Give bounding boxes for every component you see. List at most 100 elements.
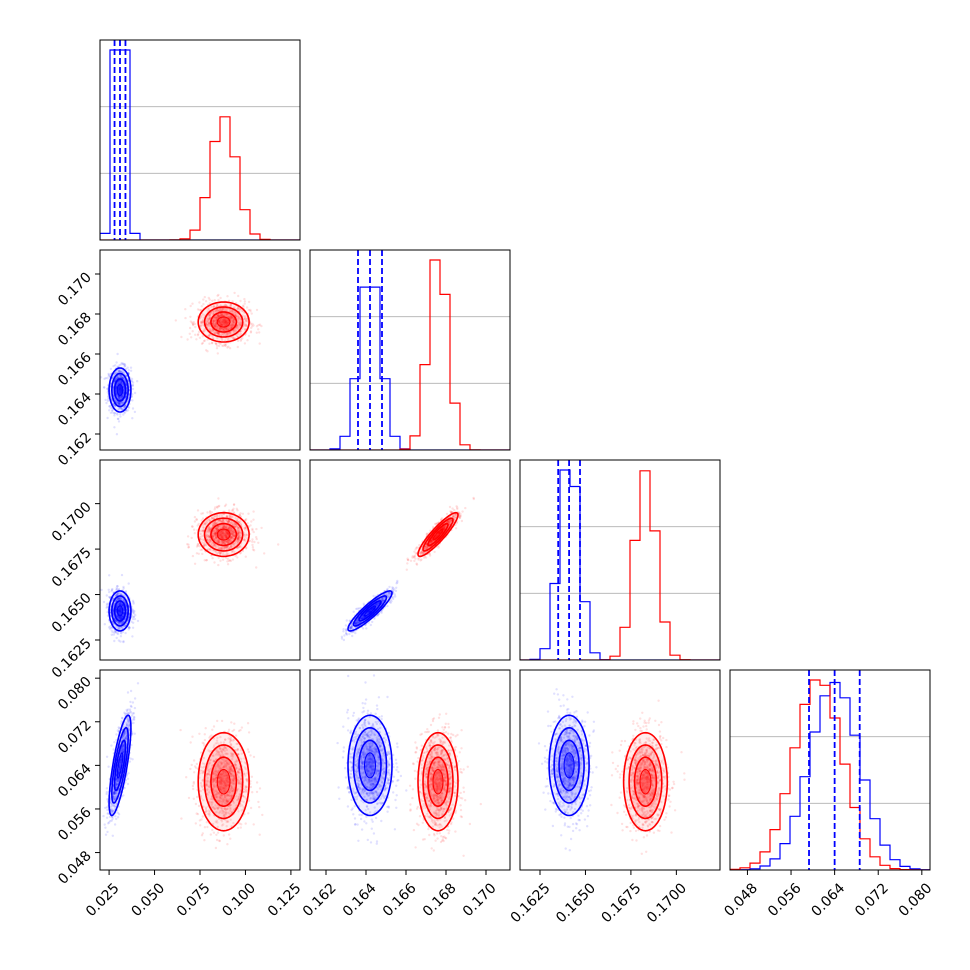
scatter-point — [241, 337, 244, 340]
scatter-point — [207, 527, 210, 530]
scatter-point — [224, 526, 227, 529]
scatter-point — [250, 520, 253, 523]
scatter-point — [224, 534, 227, 538]
scatter-point — [206, 321, 209, 324]
scatter-point — [238, 529, 241, 532]
scatter-point — [227, 519, 230, 522]
scatter-point — [231, 535, 234, 538]
scatter-point — [238, 320, 241, 323]
scatter-point — [109, 407, 113, 410]
scatter-point — [235, 312, 238, 315]
scatter-point — [104, 376, 107, 380]
scatter-point — [356, 621, 359, 624]
scatter-point — [122, 388, 126, 391]
scatter-point — [225, 321, 228, 324]
contour-blue — [364, 605, 376, 617]
scatter-point — [212, 543, 215, 547]
scatter-point — [217, 314, 221, 317]
scatter-point — [121, 615, 124, 618]
scatter-point — [219, 534, 223, 537]
scatter-point — [113, 594, 117, 598]
scatter-point — [118, 607, 121, 610]
scatter-point — [372, 594, 375, 598]
scatter-point — [202, 528, 205, 532]
scatter-point — [225, 535, 228, 538]
scatter-point — [116, 395, 120, 399]
scatter-point — [247, 300, 251, 304]
scatter-point — [407, 558, 410, 562]
scatter-point — [237, 527, 240, 530]
scatter-point — [120, 395, 123, 398]
scatter-point — [129, 366, 133, 369]
scatter-point — [195, 552, 199, 555]
scatter-point — [236, 339, 240, 343]
scatter-point — [119, 617, 122, 620]
scatter-point — [423, 551, 427, 554]
scatter-point — [117, 386, 121, 389]
scatter-point — [222, 319, 225, 322]
scatter-point — [132, 610, 135, 613]
scatter-point — [228, 331, 231, 335]
scatter-point — [213, 529, 216, 532]
scatter-point — [197, 330, 201, 334]
scatter-point — [203, 544, 206, 547]
scatter-point — [213, 331, 217, 335]
scatter-point — [223, 318, 227, 321]
scatter-point — [243, 342, 247, 345]
scatter-point — [114, 371, 117, 375]
scatter-point — [207, 321, 211, 325]
scatter-point — [237, 530, 240, 534]
scatter-point — [228, 509, 231, 512]
scatter-point — [222, 532, 225, 535]
scatter-point — [238, 323, 241, 327]
scatter-point — [195, 518, 198, 521]
scatter-point — [230, 533, 234, 536]
scatter-point — [249, 323, 253, 326]
scatter-point — [229, 516, 232, 519]
scatter-point — [226, 321, 229, 324]
scatter-point — [370, 608, 373, 611]
scatter-point — [236, 316, 240, 319]
scatter-point — [216, 528, 219, 531]
scatter-point — [230, 530, 234, 533]
scatter-point — [223, 542, 226, 546]
scatter-point — [227, 345, 230, 348]
contour-blue — [352, 595, 388, 627]
scatter-point — [207, 548, 210, 551]
scatter-point — [236, 537, 239, 540]
scatter-point — [208, 529, 212, 532]
scatter-point — [120, 603, 124, 606]
scatter-point — [117, 621, 120, 624]
scatter-point — [119, 387, 122, 391]
scatter-point — [203, 329, 206, 332]
scatter-point — [472, 496, 475, 500]
scatter-point — [221, 525, 224, 528]
scatter-point — [128, 626, 131, 629]
scatter-point — [224, 529, 228, 533]
scatter-point — [126, 366, 129, 369]
scatter-point — [216, 308, 219, 311]
scatter-point — [106, 398, 110, 401]
scatter-point — [227, 534, 230, 537]
scatter-point — [354, 621, 358, 624]
scatter-point — [115, 588, 119, 591]
scatter-point — [115, 594, 118, 597]
scatter-point — [198, 545, 201, 548]
scatter-point — [360, 616, 364, 620]
scatter-point — [236, 517, 240, 520]
scatter-point — [236, 325, 239, 329]
scatter-point — [216, 521, 219, 525]
scatter-point — [225, 530, 228, 533]
scatter-point — [186, 543, 189, 546]
scatter-point — [231, 558, 235, 561]
scatter-point — [206, 520, 209, 523]
scatter-point — [118, 593, 121, 596]
scatter-point — [208, 333, 211, 336]
scatter-point — [218, 540, 221, 544]
scatter-point — [231, 300, 234, 303]
scatter-point — [192, 323, 195, 327]
scatter-point — [216, 309, 219, 313]
scatter-point — [229, 316, 232, 319]
scatter-point — [251, 322, 254, 326]
scatter-point — [116, 632, 119, 635]
